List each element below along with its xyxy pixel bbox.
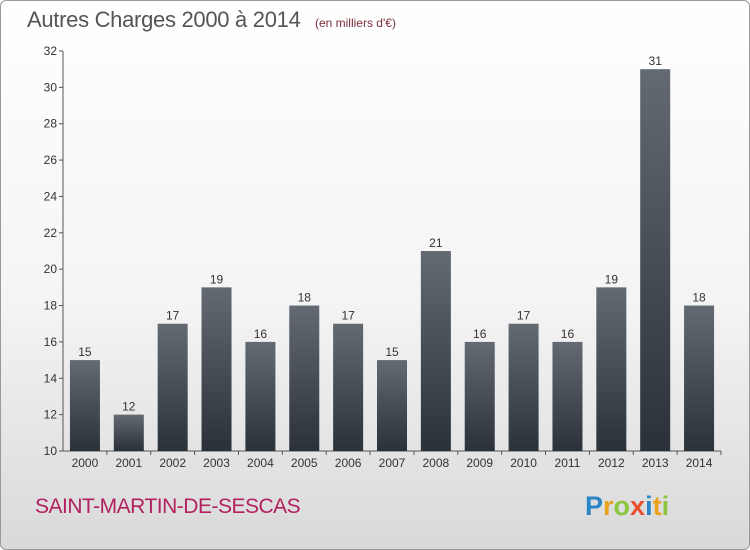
y-tick-label: 32 [44,44,58,58]
x-tick-label-2001: 2001 [115,456,142,470]
data-label-2012: 19 [605,272,619,286]
y-tick-label: 14 [44,371,58,385]
bar-2008 [420,251,451,451]
y-tick-label: 10 [44,444,58,458]
x-tick-label-2007: 2007 [379,456,406,470]
bar-2006 [333,323,364,451]
bar-2004 [245,341,276,451]
bar-2010 [508,323,539,451]
x-tick-label-2009: 2009 [466,456,493,470]
bar-2002 [157,323,188,451]
data-label-2000: 15 [78,345,92,359]
data-label-2005: 18 [298,291,312,305]
x-tick-label-2003: 2003 [203,456,230,470]
y-tick-label: 24 [44,189,58,203]
x-tick-label-2004: 2004 [247,456,274,470]
data-label-2007: 15 [385,345,399,359]
y-tick-label: 18 [44,299,58,313]
x-tick-label-2006: 2006 [335,456,362,470]
bar-2007 [377,360,407,451]
proxiti-logo: Proxiti [585,491,670,521]
bar-2013 [640,69,671,451]
y-tick-label: 16 [44,335,58,349]
data-label-2009: 16 [473,327,487,341]
y-tick-label: 20 [44,262,58,276]
title-row: Autres Charges 2000 à 2014 (en milliers … [27,7,396,33]
y-tick-label: 12 [44,408,58,422]
bar-2009 [464,341,495,451]
x-tick-label-2008: 2008 [423,456,450,470]
data-label-2014: 18 [692,291,706,305]
bar-2001 [113,414,144,451]
chart-subtitle: (en milliers d'€) [314,16,396,30]
x-tick-label-2000: 2000 [72,456,99,470]
y-tick-label: 30 [44,80,58,94]
data-label-2011: 16 [561,327,575,341]
y-tick-label: 26 [44,153,58,167]
commune-name: SAINT-MARTIN-DE-SESCAS [35,495,301,518]
x-tick-label-2013: 2013 [642,456,669,470]
bar-2011 [552,341,583,451]
x-tick-label-2014: 2014 [686,456,713,470]
bar-2014 [684,305,715,451]
y-tick-label: 22 [44,226,58,240]
data-label-2006: 17 [341,309,355,323]
x-tick-label-2010: 2010 [510,456,537,470]
x-tick-label-2011: 2011 [555,456,581,470]
data-label-2004: 16 [254,327,268,341]
bar-2000 [69,360,100,451]
data-label-2002: 17 [166,309,180,323]
bar-2012 [596,287,627,451]
chart-title: Autres Charges 2000 à 2014 [27,7,301,32]
data-label-2010: 17 [517,309,531,323]
data-label-2013: 31 [649,54,663,68]
data-label-2003: 19 [210,272,224,286]
x-tick-label-2005: 2005 [291,456,318,470]
data-label-2008: 21 [429,236,443,250]
bar-2005 [289,305,320,451]
data-label-2001: 12 [122,400,136,414]
x-tick-label-2002: 2002 [159,456,186,470]
bar-2003 [201,287,232,451]
x-tick-label-2012: 2012 [598,456,625,470]
y-tick-label: 28 [44,117,58,131]
